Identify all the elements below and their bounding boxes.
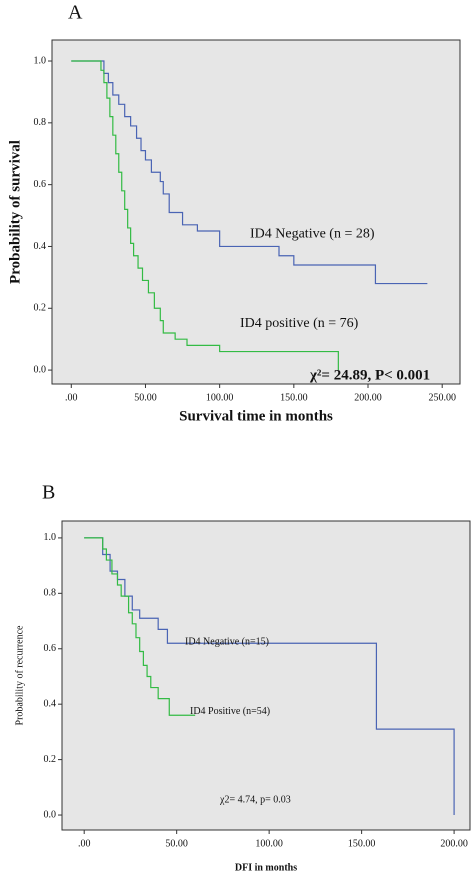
x-tick-label: .00 — [78, 838, 91, 849]
x-tick-label: 150.00 — [280, 392, 308, 403]
series-label: ID4 Negative (n = 28) — [250, 226, 375, 241]
plot-area — [51, 39, 461, 385]
panel-label: B — [42, 482, 55, 504]
y-tick-label: 0.4 — [44, 698, 57, 709]
x-axis-label: DFI in months — [235, 862, 297, 873]
series-label: ID4 positive (n = 76) — [240, 316, 359, 331]
series-label: ID4 Negative (n=15) — [185, 637, 269, 648]
y-tick-label: 0.6 — [44, 643, 57, 654]
y-tick-label: 1.0 — [34, 55, 47, 66]
x-tick-label: 150.00 — [348, 838, 376, 849]
y-tick-label: 0.8 — [34, 117, 47, 128]
x-tick-label: 100.00 — [255, 838, 283, 849]
y-tick-label: 0.2 — [44, 754, 57, 765]
x-axis-label: Survival time in months — [179, 408, 333, 424]
panel-label: A — [68, 2, 83, 24]
y-tick-label: 0.2 — [34, 303, 47, 314]
x-tick-label: 50.00 — [165, 838, 188, 849]
x-tick-label: .00 — [65, 392, 78, 403]
plot-area — [61, 520, 471, 831]
y-tick-label: 0.0 — [34, 364, 47, 375]
x-tick-label: 200.00 — [440, 838, 468, 849]
annotation: χ²= 24.89, P< 0.001 — [309, 367, 430, 383]
x-tick-label: 200.00 — [354, 392, 382, 403]
y-tick-label: 0.8 — [44, 588, 57, 599]
y-axis-label: Probability of survival — [7, 140, 23, 284]
y-axis-label: Probability of recurrence — [14, 625, 25, 726]
y-tick-label: 1.0 — [44, 532, 57, 543]
y-tick-label: 0.6 — [34, 179, 47, 190]
survival-line — [71, 60, 339, 371]
y-tick-label: 0.0 — [44, 809, 57, 820]
annotation: χ2= 4.74, p= 0.03 — [219, 794, 291, 805]
y-tick-label: 0.4 — [34, 241, 47, 252]
series-label: ID4 Positive (n=54) — [190, 706, 270, 717]
x-tick-label: 100.00 — [206, 392, 234, 403]
survival-line — [84, 537, 196, 716]
x-tick-label: 250.00 — [428, 392, 456, 403]
x-tick-label: 50.00 — [134, 392, 157, 403]
survival-line — [71, 60, 428, 285]
